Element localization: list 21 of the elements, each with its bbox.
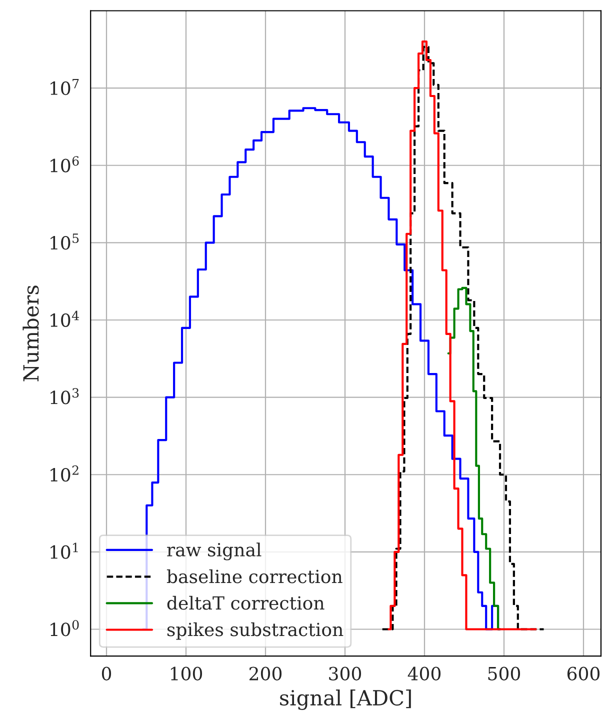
x-tick-label: 500	[488, 666, 520, 680]
y-tick-label: 10$^{3}$	[50, 388, 79, 404]
y-tick-label: 10$^{2}$	[50, 465, 78, 482]
x-tick-label: 0	[102, 666, 112, 680]
y-axis-title: Numbers	[22, 286, 39, 382]
x-tick-label: 600	[567, 666, 600, 680]
y-tick-label: 10$^{7}$	[50, 79, 79, 96]
x-tick-label: 100	[170, 666, 202, 680]
legend-label: raw signal	[167, 542, 262, 560]
y-tick-label: 10$^{0}$	[50, 620, 79, 636]
x-tick-label: 300	[329, 666, 362, 680]
x-tick-label: 400	[408, 666, 441, 680]
legend-label: spikes substraction	[167, 622, 344, 640]
y-tick-label: 10$^{6}$	[50, 156, 79, 172]
x-tick-label: 200	[249, 666, 282, 680]
y-tick-label: 10$^{4}$	[50, 310, 79, 327]
x-axis-title: signal [ADC]	[280, 690, 411, 710]
y-tick-label: 10$^{5}$	[50, 234, 79, 250]
legend-label: baseline correction	[166, 569, 342, 584]
y-tick-label: 10$^{1}$	[50, 542, 78, 559]
legend-label: deltaT correction	[167, 596, 324, 610]
